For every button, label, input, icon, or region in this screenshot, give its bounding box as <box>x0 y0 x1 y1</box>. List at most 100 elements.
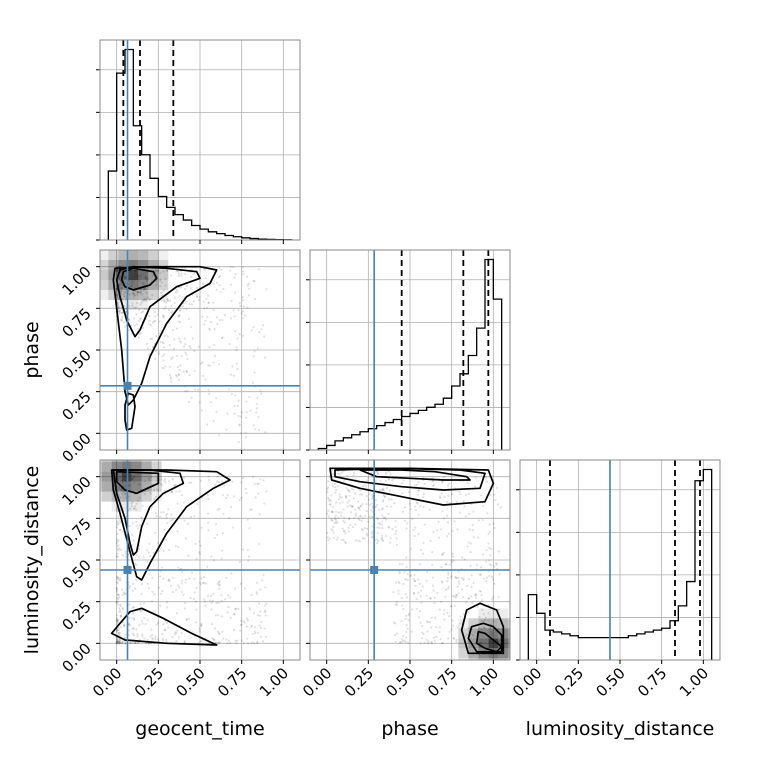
sample-point <box>219 290 222 294</box>
sample-point <box>349 511 353 514</box>
sample-point <box>137 278 141 281</box>
sample-point <box>250 508 253 511</box>
sample-point <box>116 575 119 579</box>
sample-point <box>139 602 142 605</box>
sample-point <box>417 513 420 517</box>
sample-point <box>398 562 401 565</box>
sample-point <box>115 291 118 294</box>
sample-point <box>229 616 232 619</box>
sample-point <box>124 310 128 313</box>
sample-point <box>134 306 138 309</box>
sample-point <box>485 480 489 483</box>
sample-point <box>116 593 119 596</box>
sample-point <box>212 592 215 595</box>
sample-point <box>138 496 141 499</box>
sample-point <box>326 488 329 491</box>
sample-point <box>117 626 120 630</box>
sample-point <box>174 483 177 486</box>
sample-point <box>260 328 263 331</box>
sample-point <box>115 272 118 275</box>
sample-point <box>148 319 151 323</box>
sample-point <box>132 634 136 637</box>
sample-point <box>407 619 410 622</box>
sample-point <box>405 636 408 639</box>
sample-point <box>140 516 143 519</box>
sample-point <box>120 287 123 290</box>
sample-point <box>172 484 176 487</box>
sample-point <box>455 593 458 597</box>
sample-point <box>185 370 189 373</box>
sample-point <box>120 319 123 322</box>
sample-point <box>440 642 444 645</box>
sample-point <box>375 542 379 545</box>
panel-content <box>310 250 510 450</box>
sample-point <box>193 272 196 275</box>
sample-point <box>187 400 191 403</box>
sample-point <box>431 480 434 483</box>
x-axis-label-geocent-time: geocent_time <box>135 718 264 740</box>
sample-point <box>157 350 161 353</box>
sample-point <box>398 582 401 585</box>
sample-point <box>200 409 203 412</box>
sample-point <box>159 604 162 607</box>
sample-point <box>422 492 425 496</box>
sample-point <box>378 488 381 492</box>
sample-point <box>376 532 379 535</box>
sample-point <box>209 401 212 404</box>
sample-point <box>143 637 146 640</box>
sample-point <box>488 523 491 526</box>
sample-point <box>188 303 191 306</box>
sample-point <box>433 596 436 599</box>
sample-point <box>388 541 392 544</box>
sample-point <box>183 607 187 610</box>
sample-point <box>151 576 154 579</box>
sample-point <box>395 529 398 532</box>
sample-point <box>162 314 165 317</box>
sample-point <box>166 269 169 273</box>
sample-point <box>198 299 201 302</box>
histogram-phase <box>317 258 503 450</box>
sample-point <box>128 293 131 296</box>
sample-point <box>136 291 139 294</box>
sample-point <box>497 596 500 599</box>
sample-point <box>261 324 265 327</box>
sample-point <box>440 492 444 495</box>
sample-point <box>193 515 196 518</box>
sample-point <box>239 304 242 307</box>
sample-point <box>120 293 123 296</box>
sample-point <box>132 641 135 644</box>
sample-point <box>156 621 160 624</box>
sample-point <box>420 601 423 604</box>
density-cell <box>111 491 122 502</box>
sample-point <box>378 522 382 526</box>
sample-point <box>220 594 223 597</box>
sample-point <box>175 288 178 291</box>
sample-point <box>456 528 459 531</box>
sample-point <box>248 527 251 530</box>
sample-point <box>361 516 365 520</box>
sample-point <box>364 484 368 488</box>
sample-point <box>117 310 120 313</box>
density-cell <box>151 481 162 492</box>
sample-point <box>222 287 225 291</box>
sample-point <box>182 476 186 479</box>
sample-point <box>404 578 407 581</box>
sample-point <box>433 639 436 642</box>
sample-point <box>170 274 173 277</box>
sample-point <box>422 632 425 636</box>
sample-point <box>142 556 145 559</box>
sample-point <box>115 555 118 558</box>
sample-point <box>133 642 137 645</box>
sample-point <box>255 411 258 414</box>
sample-point <box>173 338 176 341</box>
panel-content <box>100 40 300 240</box>
sample-point <box>119 579 122 582</box>
sample-point <box>193 369 196 373</box>
sample-point <box>177 373 180 376</box>
sample-point <box>359 504 362 507</box>
sample-point <box>142 283 145 286</box>
sample-point <box>147 353 151 356</box>
sample-point <box>128 525 131 528</box>
sample-point <box>256 631 260 634</box>
sample-point <box>474 485 477 488</box>
